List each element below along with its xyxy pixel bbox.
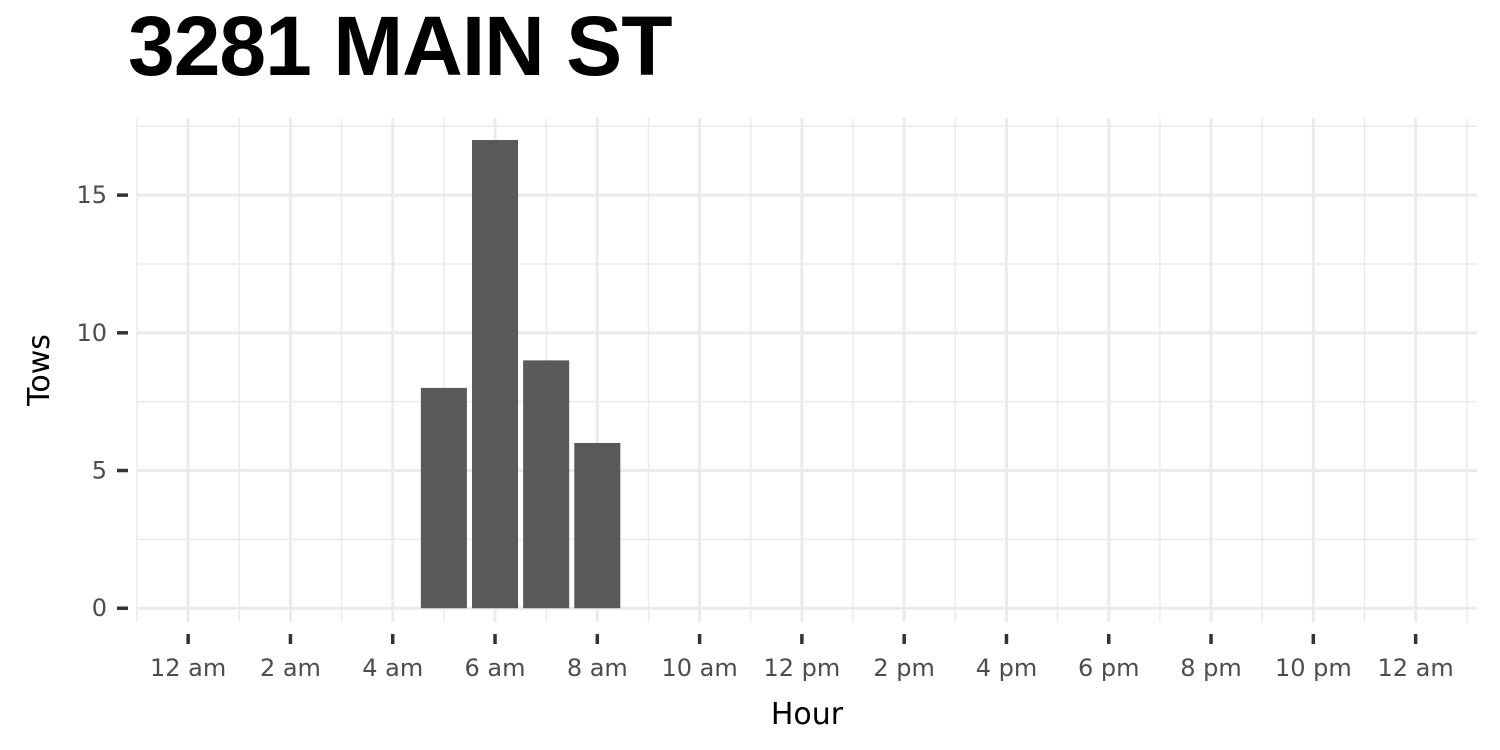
bar-8-am xyxy=(574,442,621,609)
chart-title: 3281 MAIN ST xyxy=(128,0,673,93)
x-tick-label: 2 pm xyxy=(873,654,935,682)
x-tick-label: 6 pm xyxy=(1078,654,1140,682)
x-tick-label: 8 am xyxy=(567,654,628,682)
y-tick-label: 5 xyxy=(92,457,107,485)
x-tick-label: 12 pm xyxy=(763,654,840,682)
x-tick-label: 10 pm xyxy=(1275,654,1352,682)
minor-gridlines xyxy=(136,118,1477,622)
x-tick-label: 12 am xyxy=(1377,654,1453,682)
bar-7-am xyxy=(523,360,570,609)
x-tick-label: 12 am xyxy=(150,654,226,682)
x-axis-title: Hour xyxy=(771,697,844,732)
major-gridlines xyxy=(137,118,1477,622)
y-tick-label: 15 xyxy=(76,181,107,209)
x-tick-label: 8 pm xyxy=(1180,654,1242,682)
bar-6-am xyxy=(472,140,519,609)
x-axis: 12 am 2 am 4 am 6 am 8 am 10 am 12 pm 2 pm 4 pm 6… xyxy=(150,634,1454,682)
x-tick-label: 6 am xyxy=(465,654,526,682)
x-tick-label: 2 am xyxy=(260,654,321,682)
bar-5-am xyxy=(420,387,467,609)
y-tick-label: 0 xyxy=(92,594,107,622)
y-axis: 0 5 10 15 xyxy=(76,181,128,622)
y-axis-title: Tows xyxy=(22,334,57,407)
x-tick-label: 4 pm xyxy=(976,654,1038,682)
bars xyxy=(420,140,621,609)
y-tick-label: 10 xyxy=(76,319,107,347)
x-tick-label: 10 am xyxy=(661,654,737,682)
x-tick-label: 4 am xyxy=(362,654,423,682)
